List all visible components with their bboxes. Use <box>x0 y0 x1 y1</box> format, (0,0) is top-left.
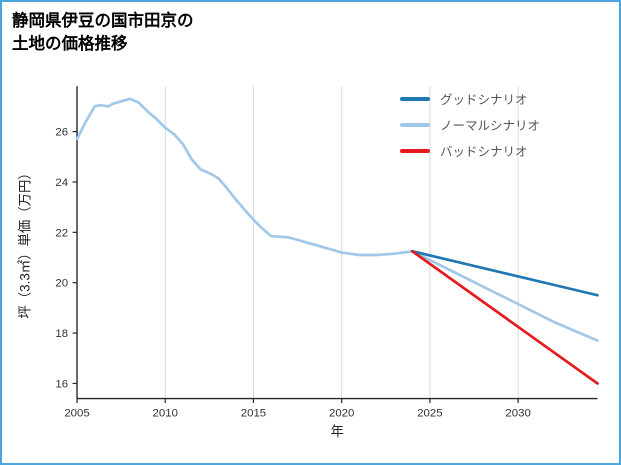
x-tick-label: 2020 <box>329 407 354 419</box>
legend-item-bad: バッドシナリオ <box>400 142 540 159</box>
legend-item-normal: ノーマルシナリオ <box>400 116 540 133</box>
legend-label-normal: ノーマルシナリオ <box>440 119 541 133</box>
bad-scenario-line <box>410 249 599 385</box>
y-tick-label: 22 <box>55 227 68 239</box>
y-tick-label: 24 <box>55 177 68 189</box>
legend-item-good: グッドシナリオ <box>400 90 540 107</box>
chart-title-line2: 土地の価格推移 <box>12 35 128 54</box>
y-axis-label: 坪（3.3㎡）単価（万円） <box>17 166 32 318</box>
y-tick-label: 26 <box>55 127 68 139</box>
chart-title: 静岡県伊豆の国市田京の 土地の価格推移 <box>12 10 194 56</box>
x-tick-label: 2030 <box>505 407 530 419</box>
legend-label-good: グッドシナリオ <box>440 93 528 107</box>
y-tick-label: 18 <box>55 328 68 340</box>
x-tick-label: 2010 <box>153 407 178 419</box>
x-tick-label: 2005 <box>64 407 89 419</box>
legend-label-bad: バッドシナリオ <box>440 145 528 159</box>
legend-swatch-good <box>400 96 430 101</box>
x-tick-label: 2025 <box>417 407 442 419</box>
x-tick-label: 2015 <box>241 407 266 419</box>
y-tick-label: 20 <box>55 278 68 290</box>
y-tick-label: 16 <box>55 378 68 390</box>
normal-scenario-line <box>75 97 599 342</box>
chart-legend: グッドシナリオ ノーマルシナリオ バッドシナリオ <box>400 90 540 159</box>
good-scenario-line <box>410 249 599 297</box>
legend-swatch-normal <box>400 122 430 127</box>
legend-swatch-bad <box>400 148 430 153</box>
x-axis-label: 年 <box>331 424 344 439</box>
chart-title-line1: 静岡県伊豆の国市田京の <box>12 12 194 30</box>
